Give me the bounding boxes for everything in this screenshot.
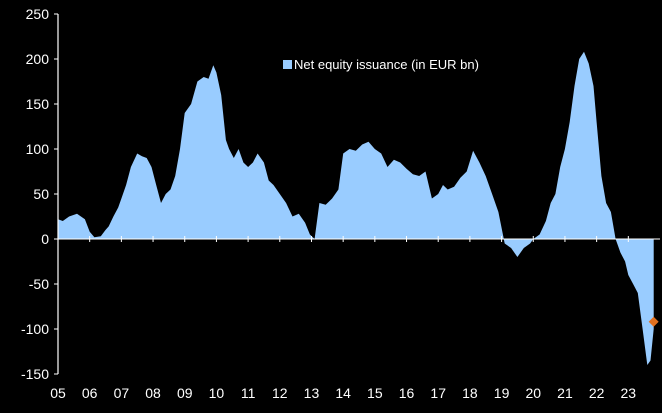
series-area-layer	[58, 51, 654, 366]
x-tick-label: 10	[209, 385, 225, 401]
x-tick-label: 14	[335, 385, 351, 401]
y-tick-label: 250	[26, 6, 50, 22]
y-axis-ticks: 250 200 150 100 50 0 -50 -100 -150	[21, 6, 58, 382]
axes	[57, 14, 660, 374]
y-tick-label: 100	[26, 141, 50, 157]
x-tick-label: 07	[114, 385, 130, 401]
legend: Net equity issuance (in EUR bn)	[283, 57, 479, 72]
x-tick-label: 11	[241, 385, 256, 401]
x-tick-label: 13	[304, 385, 320, 401]
y-tick-label: 50	[33, 186, 49, 202]
x-tick-label: 20	[525, 385, 541, 401]
x-tick-label: 22	[589, 385, 605, 401]
x-tick-label: 06	[82, 385, 98, 401]
x-tick-label: 18	[462, 385, 478, 401]
x-tick-label: 19	[494, 385, 510, 401]
y-tick-label: 200	[26, 51, 50, 67]
series-area-net-equity-issuance	[58, 51, 654, 366]
y-tick-label: -150	[21, 366, 49, 382]
x-tick-label: 12	[272, 385, 288, 401]
x-tick-label: 05	[50, 385, 66, 401]
x-tick-label: 23	[621, 385, 637, 401]
x-tick-label: 15	[367, 385, 383, 401]
x-axis-ticks: 05 06 07 08 09 10 11 12 13 14 15 16 17 18 19 20 21 22 23	[50, 236, 636, 401]
marker-layer	[648, 316, 659, 327]
x-tick-label: 09	[177, 385, 193, 401]
legend-swatch	[283, 60, 292, 69]
x-tick-label: 17	[430, 385, 446, 401]
x-tick-label: 21	[557, 385, 573, 401]
y-tick-label: -100	[21, 321, 49, 337]
forecast-marker	[648, 316, 659, 327]
legend-label: Net equity issuance (in EUR bn)	[294, 57, 479, 72]
y-tick-label: -50	[29, 276, 49, 292]
x-tick-label: 16	[399, 385, 415, 401]
y-tick-label: 150	[26, 96, 50, 112]
x-tick-label: 08	[145, 385, 161, 401]
y-tick-label: 0	[41, 231, 49, 247]
